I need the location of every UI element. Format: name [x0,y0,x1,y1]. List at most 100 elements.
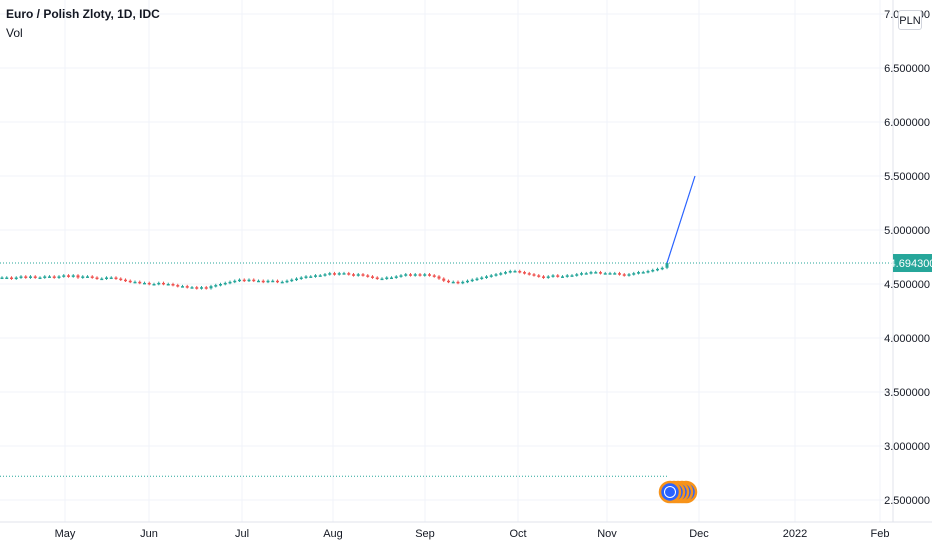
candle [204,287,208,289]
candle [361,274,365,276]
candle [304,276,308,278]
candle [252,279,256,282]
candles [0,261,669,290]
candle [143,282,146,285]
candle [551,275,555,277]
candle [513,271,517,273]
candle [147,282,151,285]
candle [508,271,512,273]
y-tick-label: 3.000000 [884,441,930,453]
candle [347,273,351,275]
volume-indicator-label[interactable]: Vol [6,26,23,40]
x-tick-label: Aug [323,528,343,540]
candle [33,276,37,278]
candle [133,281,137,284]
candle [119,278,123,281]
candle [451,281,455,284]
candle [627,274,631,276]
x-tick-label: Oct [509,528,526,540]
candle [200,287,203,289]
candle [223,282,227,285]
candle [24,276,28,278]
candle [409,274,412,276]
candle [290,279,294,282]
candle [95,277,99,280]
candle [276,280,279,283]
candle [637,272,640,274]
candle [238,279,241,282]
projection-line [666,175,696,264]
candle [233,280,237,283]
candle [356,274,360,276]
candle [570,275,574,277]
last-price-value: 4.694300 [890,258,932,270]
candle [14,277,18,280]
candle [499,273,503,275]
candle [43,276,47,278]
candle [318,275,322,277]
candle [432,275,436,277]
candle [660,267,664,270]
candle [323,274,327,276]
x-tick-label: Jul [235,528,249,540]
candle [190,287,194,289]
currency-unit-badge[interactable]: PLN [898,10,922,30]
candle [195,287,199,289]
candle [185,286,189,288]
x-tick-label: Sep [415,528,435,540]
candle [309,276,313,278]
x-tick-label: Feb [871,528,890,540]
candle [152,284,156,286]
candle [565,275,569,277]
candle [337,273,341,275]
candle [214,285,218,287]
candle [271,280,275,283]
candle [257,280,260,283]
candle [328,273,332,275]
y-tick-label: 6.000000 [884,117,930,129]
candle [76,275,80,278]
candle [518,271,522,273]
candle [366,275,370,277]
candle [575,274,579,276]
candle [166,284,170,286]
symbol-title[interactable]: Euro / Polish Zloty, 1D, IDC [6,7,160,21]
candle [10,277,13,280]
candle [603,273,607,275]
candle [466,280,469,283]
candle [299,277,303,280]
candle [100,278,104,281]
candle [489,275,493,277]
candle [162,282,165,285]
candle [266,280,270,283]
x-tick-label: Jun [140,528,158,540]
candle [599,272,602,274]
chart-legend: Euro / Polish Zloty, 1D, IDC Vol [6,6,160,41]
candle [71,275,75,277]
event-marker-ring [664,486,676,498]
candle [542,276,545,278]
candle [375,277,379,280]
candle [171,284,175,286]
candle [314,275,317,277]
candle [618,273,621,275]
x-tick-label: 2022 [783,528,807,540]
candle [62,275,66,277]
candle [622,274,626,276]
candle [546,276,550,278]
candle [81,276,85,278]
candle [504,272,507,274]
candle [209,286,213,289]
candle [523,272,526,274]
candle [219,284,222,286]
candle [394,276,398,278]
candle [584,273,588,275]
candle [5,277,9,280]
dividends-events-icon [658,480,698,504]
grid [0,0,893,522]
candle [390,277,393,280]
candle [124,279,127,282]
candle [181,286,184,288]
